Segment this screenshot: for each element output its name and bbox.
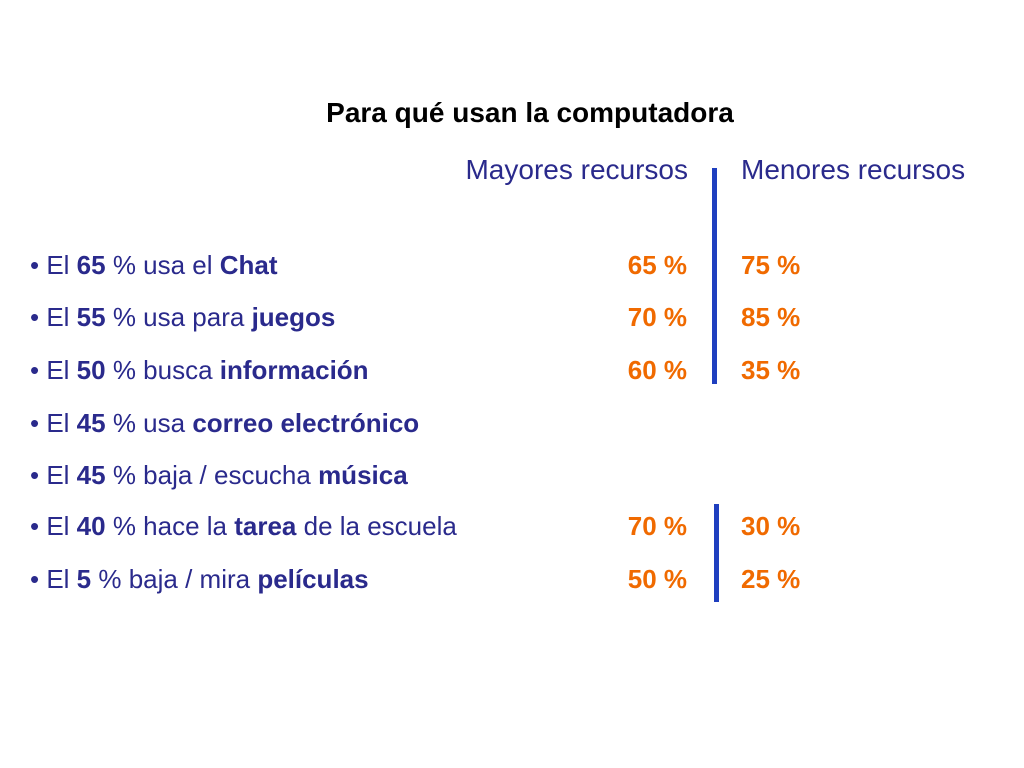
value-low-informacion: 35 %	[741, 355, 801, 385]
row-prefix: • El	[30, 302, 77, 332]
row-prefix: • El	[30, 564, 77, 594]
value-low-chat: 75 %	[741, 250, 801, 280]
column-divider-top	[712, 168, 717, 384]
row-mid: % busca	[105, 355, 220, 385]
value-high-chat: 65 %	[627, 250, 687, 280]
value-low-juegos: 85 %	[741, 302, 801, 332]
stat-row-chat: • El 65 % usa el Chat	[30, 245, 278, 285]
row-activity: tarea	[234, 511, 297, 541]
stat-row-correo: • El 45 % usa correo electrónico	[30, 403, 419, 443]
row-activity: Chat	[219, 250, 278, 280]
row-mid: % usa	[105, 408, 193, 438]
row-activity: información	[219, 355, 369, 385]
row-percent: 45	[76, 460, 106, 490]
stat-row-peliculas: • El 5 % baja / mira películas	[30, 559, 369, 599]
row-activity: juegos	[251, 302, 336, 332]
row-mid: % baja / escucha	[105, 460, 319, 490]
row-mid: % hace la	[105, 511, 235, 541]
value-high-informacion: 60 %	[627, 355, 687, 385]
row-prefix: • El	[30, 460, 77, 490]
row-percent: 40	[76, 511, 106, 541]
row-mid: % usa para	[105, 302, 252, 332]
row-prefix: • El	[30, 250, 77, 280]
value-low-tarea: 30 %	[741, 511, 801, 541]
row-activity: música	[318, 460, 408, 490]
column-divider-bottom	[714, 504, 719, 602]
row-activity: películas	[257, 564, 369, 594]
column-header-low-resources: Menores recursos	[741, 154, 966, 185]
stat-row-informacion: • El 50 % busca información	[30, 350, 369, 390]
row-percent: 50	[76, 355, 106, 385]
row-percent: 5	[76, 564, 92, 594]
row-prefix: • El	[30, 408, 77, 438]
stat-row-musica: • El 45 % baja / escucha música	[30, 455, 408, 495]
row-mid: % baja / mira	[91, 564, 258, 594]
stat-row-juegos: • El 55 % usa para juegos	[30, 297, 335, 337]
row-percent: 65	[76, 250, 106, 280]
row-mid: % usa el	[105, 250, 220, 280]
stat-row-tarea: • El 40 % hace la tarea de la escuela	[30, 506, 457, 546]
value-high-peliculas: 50 %	[627, 564, 687, 594]
row-prefix: • El	[30, 355, 77, 385]
value-high-juegos: 70 %	[627, 302, 687, 332]
row-percent: 55	[76, 302, 106, 332]
column-header-high-resources: Mayores recursos	[465, 154, 688, 185]
row-activity: correo electrónico	[192, 408, 420, 438]
value-low-peliculas: 25 %	[741, 564, 801, 594]
slide-title: Para qué usan la computadora	[326, 97, 734, 128]
row-percent: 45	[76, 408, 106, 438]
value-high-tarea: 70 %	[627, 511, 687, 541]
row-suffix: de la escuela	[296, 511, 457, 541]
row-prefix: • El	[30, 511, 77, 541]
